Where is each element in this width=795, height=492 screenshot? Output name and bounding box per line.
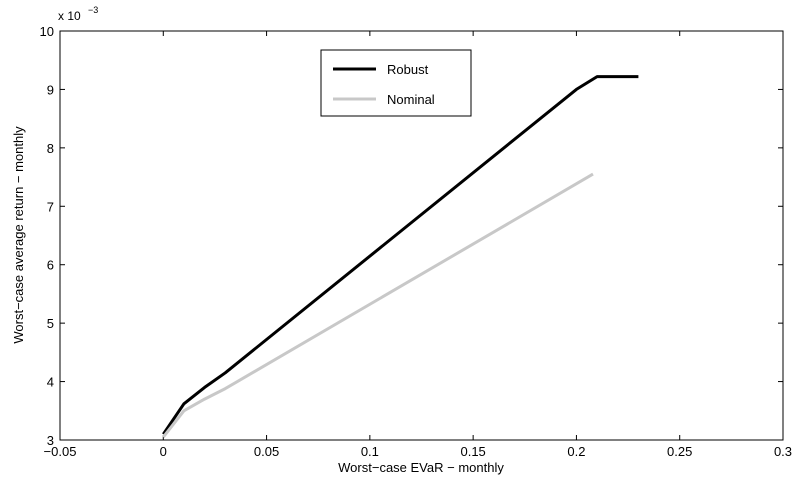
- series-line-robust: [162, 75, 639, 436]
- legend-label-robust: Robust: [387, 62, 429, 77]
- y-multiplier-exponent: −3: [88, 5, 98, 15]
- legend-box: [320, 49, 472, 117]
- y-tick-label: 5: [47, 316, 54, 331]
- y-tick-label: 3: [47, 433, 54, 448]
- plot-area-frame: [59, 30, 784, 441]
- x-tick-label: 0.2: [567, 444, 585, 459]
- y-tick-label: 4: [47, 375, 54, 390]
- x-tick-label: −0.05: [44, 444, 77, 459]
- x-tick-label: 0.25: [667, 444, 692, 459]
- x-axis-label: Worst−case EVaR − monthly: [338, 460, 504, 475]
- y-tick-label: 8: [47, 141, 54, 156]
- y-tick-label: 10: [40, 24, 54, 39]
- series-line-nominal: [162, 172, 594, 439]
- y-axis-label: Worst−case average return − monthly: [11, 126, 26, 344]
- y-multiplier-base: x 10: [58, 9, 81, 23]
- y-tick-label: 6: [47, 258, 54, 273]
- legend-label-nominal: Nominal: [387, 92, 435, 107]
- x-tick-label: 0.3: [774, 444, 792, 459]
- x-tick-label: 0.15: [460, 444, 485, 459]
- y-tick-label: 9: [47, 82, 54, 97]
- legend: Robust Nominal: [320, 49, 472, 117]
- y-tick-label: 7: [47, 199, 54, 214]
- series-lines: [162, 75, 639, 439]
- y-multiplier: x 10 −3: [58, 5, 98, 23]
- axis-ticks: −0.05 0 0.05 0.1 0.15 0.2 0.25 0.3 3 4 5 6 7 8 9 10: [40, 24, 793, 459]
- x-tick-label: 0.05: [254, 444, 279, 459]
- x-tick-label: 0.1: [361, 444, 379, 459]
- x-tick-label: 0: [160, 444, 167, 459]
